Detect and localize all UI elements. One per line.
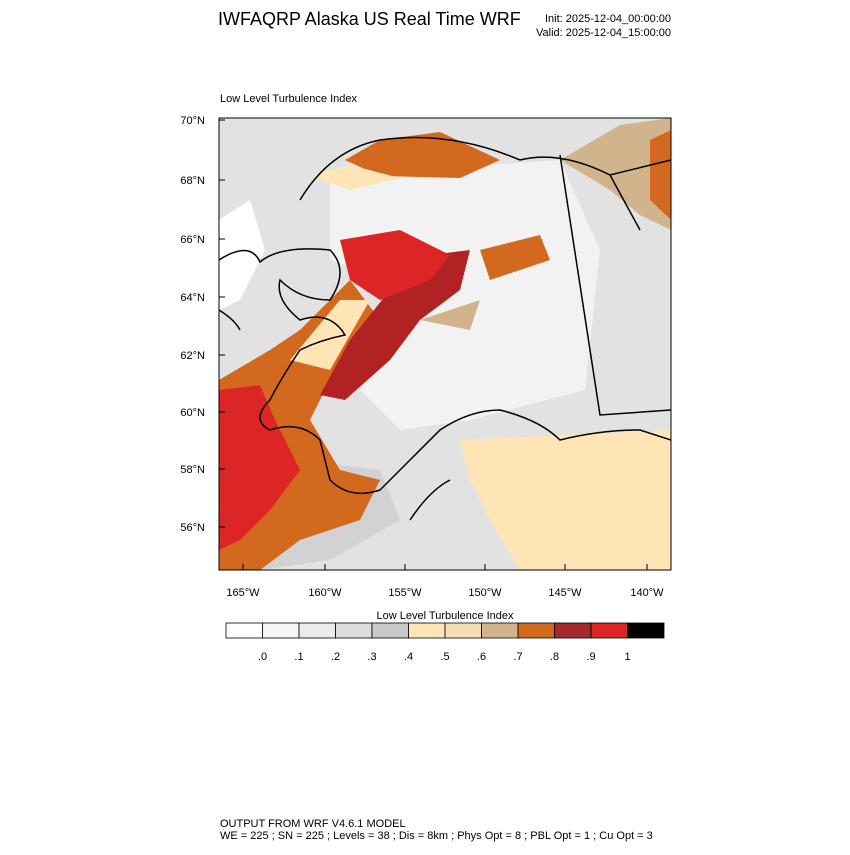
map-frame [218, 117, 672, 571]
colorbar-label: .4 [404, 651, 413, 663]
lon-label: 160°W [308, 587, 342, 599]
footer-line: OUTPUT FROM WRF V4.6.1 MODEL [220, 818, 406, 830]
init-time: Init: 2025-12-04_00:00:00 [545, 13, 671, 25]
lat-label: 58°N [180, 464, 205, 476]
colorbar-box [262, 622, 300, 639]
colorbar-box [225, 622, 263, 639]
colorbar-label: .7 [513, 651, 522, 663]
colorbar-box [590, 622, 628, 639]
lat-label: 68°N [180, 175, 205, 187]
colorbar-label: .9 [586, 651, 595, 663]
colorbar-title: Low Level Turbulence Index [377, 610, 514, 622]
colorbar-label: .8 [550, 651, 559, 663]
colorbar-label: 1 [624, 651, 630, 663]
lon-label: 140°W [630, 587, 664, 599]
lon-label: 165°W [226, 587, 260, 599]
valid-time: Valid: 2025-12-04_15:00:00 [536, 27, 671, 39]
colorbar-label: .1 [294, 651, 303, 663]
lon-label: 150°W [468, 587, 502, 599]
colorbar-box [444, 622, 482, 639]
lat-label: 62°N [180, 350, 205, 362]
title: IWFAQRP Alaska US Real Time WRF [218, 9, 521, 29]
colorbar-label: .3 [367, 651, 376, 663]
lat-label: 66°N [180, 234, 205, 246]
colorbar-box [298, 622, 336, 639]
colorbar-label: .6 [477, 651, 486, 663]
colorbar-box [335, 622, 373, 639]
colorbar-box [481, 622, 519, 639]
lon-label: 155°W [388, 587, 422, 599]
lon-label: 145°W [548, 587, 582, 599]
colorbar-box [371, 622, 409, 639]
colorbar-label: .0 [258, 651, 267, 663]
colorbar-label: .2 [331, 651, 340, 663]
colorbar-box [627, 622, 665, 639]
footer-line: WE = 225 ; SN = 225 ; Levels = 38 ; Dis … [220, 830, 653, 842]
colorbar-label: .5 [440, 651, 449, 663]
colorbar-box [554, 622, 592, 639]
colorbar-box [408, 622, 446, 639]
colorbar-box [517, 622, 555, 639]
lat-label: 56°N [180, 522, 205, 534]
lat-label: 60°N [180, 407, 205, 419]
map-field [219, 118, 671, 570]
map-title: Low Level Turbulence Index [220, 93, 357, 105]
lat-label: 64°N [180, 292, 205, 304]
lat-label: 70°N [180, 115, 205, 127]
